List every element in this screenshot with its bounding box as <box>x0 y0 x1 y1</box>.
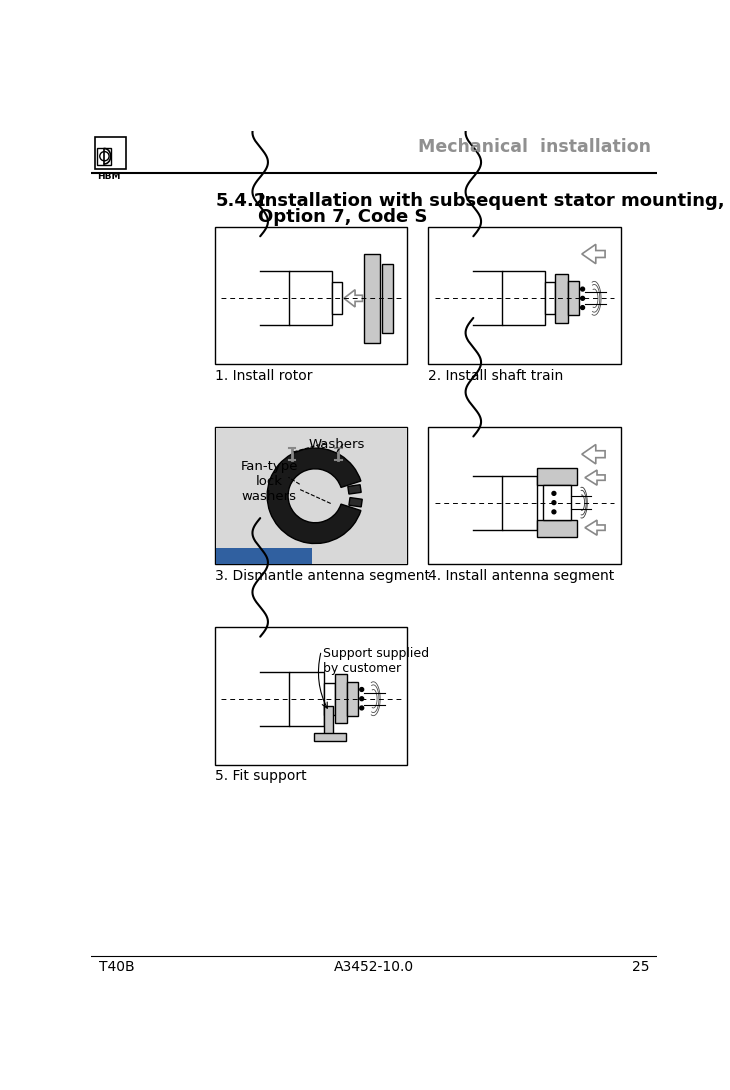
Text: Washers: Washers <box>308 438 364 450</box>
Wedge shape <box>267 448 361 544</box>
Bar <box>216 548 312 564</box>
Text: A3452-10.0: A3452-10.0 <box>334 960 414 974</box>
Text: HBM: HBM <box>96 171 120 181</box>
Text: Support supplied
by customer: Support supplied by customer <box>323 646 429 675</box>
Circle shape <box>580 287 585 291</box>
Bar <box>215 227 407 364</box>
Polygon shape <box>344 290 363 307</box>
Bar <box>97 148 112 165</box>
Polygon shape <box>585 520 605 535</box>
Text: 1. Install rotor: 1. Install rotor <box>215 368 312 383</box>
Bar <box>347 485 361 494</box>
Bar <box>502 271 545 325</box>
Polygon shape <box>582 244 605 264</box>
Polygon shape <box>585 470 605 485</box>
Text: Mechanical  installation: Mechanical installation <box>418 138 651 157</box>
Circle shape <box>552 500 556 505</box>
Bar <box>331 282 342 315</box>
Bar <box>556 274 568 323</box>
Bar <box>429 427 620 565</box>
Bar <box>545 282 556 315</box>
Circle shape <box>100 152 109 161</box>
Bar <box>349 497 362 507</box>
Bar <box>543 485 571 520</box>
Circle shape <box>552 492 556 495</box>
Bar <box>314 734 346 741</box>
Bar <box>429 227 620 364</box>
Bar <box>537 469 577 485</box>
Bar <box>289 271 331 325</box>
Bar <box>382 264 393 332</box>
Bar <box>95 137 126 169</box>
Circle shape <box>360 706 364 710</box>
Text: 25: 25 <box>631 960 649 974</box>
Bar <box>215 427 407 565</box>
Bar <box>334 674 347 724</box>
Text: Installation with subsequent stator mounting,: Installation with subsequent stator moun… <box>258 193 724 210</box>
Bar <box>347 681 358 716</box>
Circle shape <box>360 688 364 691</box>
Text: 4. Install antenna segment: 4. Install antenna segment <box>429 569 615 583</box>
Text: Option 7, Code S: Option 7, Code S <box>258 208 427 226</box>
Text: 3. Dismantle antenna segment: 3. Dismantle antenna segment <box>215 569 430 583</box>
Text: 5.4.2: 5.4.2 <box>215 193 266 210</box>
Bar <box>215 628 407 764</box>
Circle shape <box>360 697 364 701</box>
Bar <box>568 281 579 315</box>
Bar <box>323 706 333 737</box>
Polygon shape <box>582 445 605 464</box>
Circle shape <box>580 296 585 300</box>
Bar <box>289 671 323 726</box>
Text: 5. Fit support: 5. Fit support <box>215 770 307 783</box>
Text: Fan-type
lock
washers: Fan-type lock washers <box>240 460 298 502</box>
Bar <box>323 682 334 715</box>
Text: 2. Install shaft train: 2. Install shaft train <box>429 368 564 383</box>
Bar <box>364 254 380 343</box>
Bar <box>216 428 407 564</box>
Circle shape <box>580 305 585 310</box>
Bar <box>537 520 577 537</box>
Circle shape <box>552 510 556 513</box>
Text: T40B: T40B <box>99 960 134 974</box>
Bar <box>502 475 537 530</box>
